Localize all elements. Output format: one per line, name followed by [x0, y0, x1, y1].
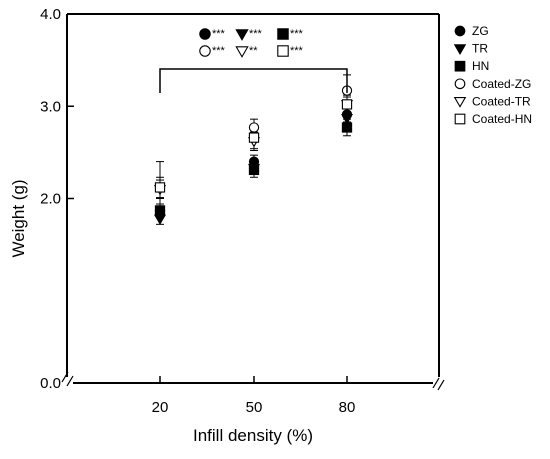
significance-marker [235, 29, 249, 41]
axis-break-right [432, 377, 445, 391]
significance-marker [277, 45, 289, 57]
significance-marker [277, 28, 289, 40]
significance-stars: *** [290, 45, 304, 57]
data-point [341, 122, 353, 133]
data-point [248, 122, 260, 133]
x-tick-label: 20 [152, 399, 169, 416]
significance-bracket [159, 68, 348, 93]
legend-marker [454, 60, 466, 72]
y-axis-title: Weight (g) [9, 179, 28, 257]
y-tick-label: 3.0 [40, 98, 61, 115]
x-tick-label: 80 [339, 399, 356, 416]
significance-stars: ** [249, 45, 258, 57]
x-tick-label: 50 [246, 399, 263, 416]
data-point [248, 132, 260, 143]
data-point [154, 205, 166, 216]
significance-stars: *** [290, 28, 304, 40]
legend-label: TR [472, 42, 488, 56]
significance-stars: *** [212, 28, 226, 40]
significance-marker [199, 45, 211, 57]
legend-label: Coated-HN [472, 112, 532, 126]
y-tick-label: 2.0 [40, 191, 61, 208]
legend-marker [453, 44, 467, 55]
data-point [340, 114, 354, 125]
significance-stars: *** [212, 45, 226, 57]
legend-label: Coated-TR [472, 94, 531, 108]
legend-marker [453, 97, 467, 108]
legend-marker [454, 25, 466, 37]
legend-label: Coated-ZG [472, 77, 531, 91]
legend-label: ZG [472, 24, 489, 38]
data-point [154, 182, 166, 193]
legend-marker [454, 78, 466, 90]
legend-label: HN [472, 59, 489, 73]
axis-break-left [61, 371, 74, 387]
y-tick-label: 4.0 [40, 6, 61, 23]
data-point [153, 214, 167, 225]
data-point [248, 164, 260, 176]
significance-marker [199, 28, 211, 40]
significance-stars: *** [249, 28, 263, 40]
x-axis-title: Infill density (%) [193, 426, 313, 445]
data-point [341, 99, 353, 110]
legend-marker [454, 113, 466, 125]
y-tick-label: 0.0 [40, 375, 61, 392]
significance-marker [235, 46, 249, 58]
